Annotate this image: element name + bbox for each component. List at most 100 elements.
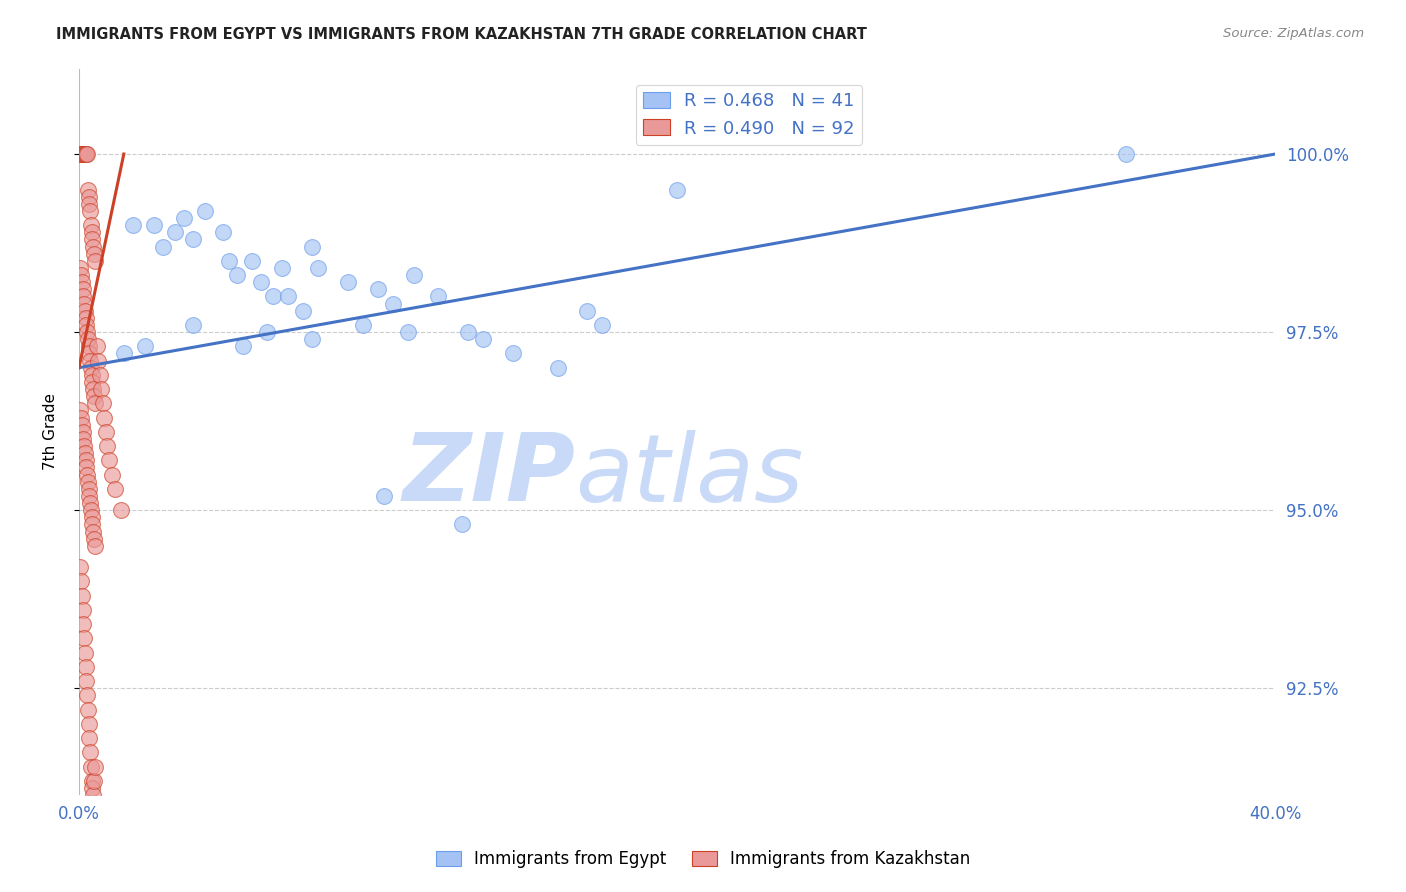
Point [250,275,273,289]
Point [194,204,217,219]
Point [89,368,111,382]
Point [75,318,97,332]
Point [82,382,104,396]
Point [76,689,98,703]
Point [471,332,494,346]
Point [75,660,97,674]
Point [101,467,124,482]
Text: atlas: atlas [575,430,804,521]
Point [337,275,360,289]
Point [450,517,472,532]
Point [367,282,389,296]
Point [70,275,93,289]
Point [83,773,105,788]
Legend: R = 0.468   N = 41, R = 0.490   N = 92: R = 0.468 N = 41, R = 0.490 N = 92 [636,85,862,145]
Point [69,147,91,161]
Point [77,190,100,204]
Point [307,260,329,275]
Point [82,375,104,389]
Point [72,147,94,161]
Point [86,339,108,353]
Point [97,453,120,467]
Point [75,310,97,325]
Point [666,183,689,197]
Point [91,396,114,410]
Text: ZIP: ZIP [402,429,575,522]
Point [83,539,105,553]
Point [181,318,204,332]
Point [72,282,94,296]
Point [72,603,94,617]
Point [87,353,110,368]
Point [82,788,104,802]
Point [232,339,254,353]
Point [73,147,96,161]
Legend: Immigrants from Egypt, Immigrants from Kazakhstan: Immigrants from Egypt, Immigrants from K… [429,844,977,875]
Point [70,410,93,425]
Point [72,425,94,439]
Point [277,289,299,303]
Point [262,289,284,303]
Point [76,147,98,161]
Point [226,268,249,282]
Point [94,425,117,439]
Point [402,268,425,282]
Point [73,446,96,460]
Point [576,303,599,318]
Point [82,517,104,532]
Point [352,318,374,332]
Point [79,197,101,211]
Point [1115,147,1137,161]
Point [79,489,101,503]
Point [70,589,93,603]
Point [83,759,105,773]
Point [104,482,127,496]
Point [70,147,93,161]
Point [83,532,105,546]
Point [75,453,97,467]
Point [73,646,96,660]
Point [70,147,93,161]
Point [79,346,101,360]
Point [242,253,264,268]
Point [96,439,118,453]
Point [77,332,100,346]
Point [77,703,100,717]
Point [80,503,103,517]
Point [163,225,186,239]
Point [457,325,479,339]
Point [69,260,91,275]
Point [112,346,135,360]
Point [72,432,94,446]
Point [73,303,96,318]
Point [396,325,419,339]
Point [121,218,143,232]
Point [82,780,104,795]
Point [80,218,103,232]
Point [79,204,101,219]
Point [80,773,103,788]
Point [77,716,100,731]
Point [83,389,105,403]
Point [77,482,100,496]
Point [72,147,94,161]
Point [70,574,93,589]
Point [75,460,97,475]
Point [77,183,100,197]
Point [80,360,103,375]
Point [301,239,323,253]
Point [80,759,103,773]
Point [70,268,93,282]
Point [82,239,104,253]
Point [218,253,240,268]
Point [373,489,395,503]
Point [134,339,156,353]
Point [80,510,103,524]
Point [256,325,278,339]
Point [70,417,93,432]
Point [173,211,195,226]
Point [69,560,91,574]
Point [83,253,105,268]
Point [90,382,112,396]
Point [69,403,91,417]
